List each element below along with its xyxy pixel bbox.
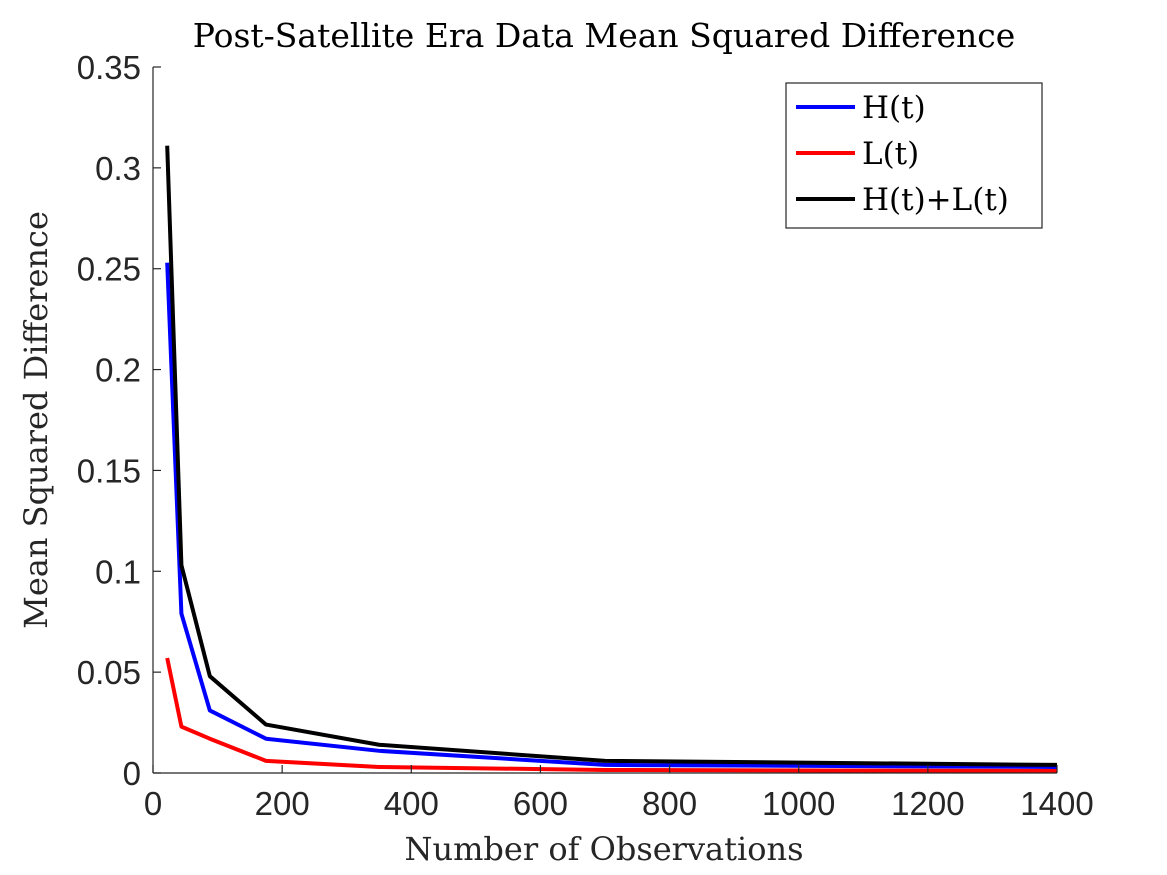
y-tick-label: 0.25 [77,251,141,288]
legend-label: H(t) [862,90,926,126]
legend-label: L(t) [862,136,919,172]
y-ticks: 0 0.05 0.1 0.15 0.2 0.25 0.3 0.35 [77,49,161,792]
series-line-1 [165,657,1058,773]
axes [152,67,1057,774]
chart-title: Post-Satellite Era Data Mean Squared Dif… [193,16,1016,55]
legend: H(t) L(t) H(t)+L(t) [785,82,1043,229]
y-axis-label: Mean Squared Difference [17,211,55,629]
y-tick-label: 0.1 [95,553,141,590]
x-tick-label: 600 [513,785,568,822]
legend-entries: H(t) L(t) H(t)+L(t) [796,90,1009,218]
x-tick-label: 200 [255,785,310,822]
y-tick-label: 0.05 [77,654,141,691]
y-tick-label: 0.3 [95,150,141,187]
y-tick-label: 0.2 [95,352,141,389]
x-ticks: 0 200 400 600 800 1000 1200 1400 [144,765,1094,822]
y-tick-label: 0.35 [77,49,141,86]
series-line-2 [165,145,1058,767]
x-tick-label: 1000 [762,785,835,822]
x-tick-label: 400 [384,785,439,822]
x-tick-label: 800 [642,785,697,822]
series-layer [165,145,1058,773]
series-line-0 [165,262,1058,769]
x-tick-label: 1400 [1020,785,1093,822]
legend-label: H(t)+L(t) [862,182,1009,218]
x-tick-label: 0 [144,785,162,822]
y-tick-label: 0 [123,755,141,792]
y-tick-label: 0.15 [77,452,141,489]
x-tick-label: 1200 [891,785,964,822]
x-axis-label: Number of Observations [404,830,803,868]
